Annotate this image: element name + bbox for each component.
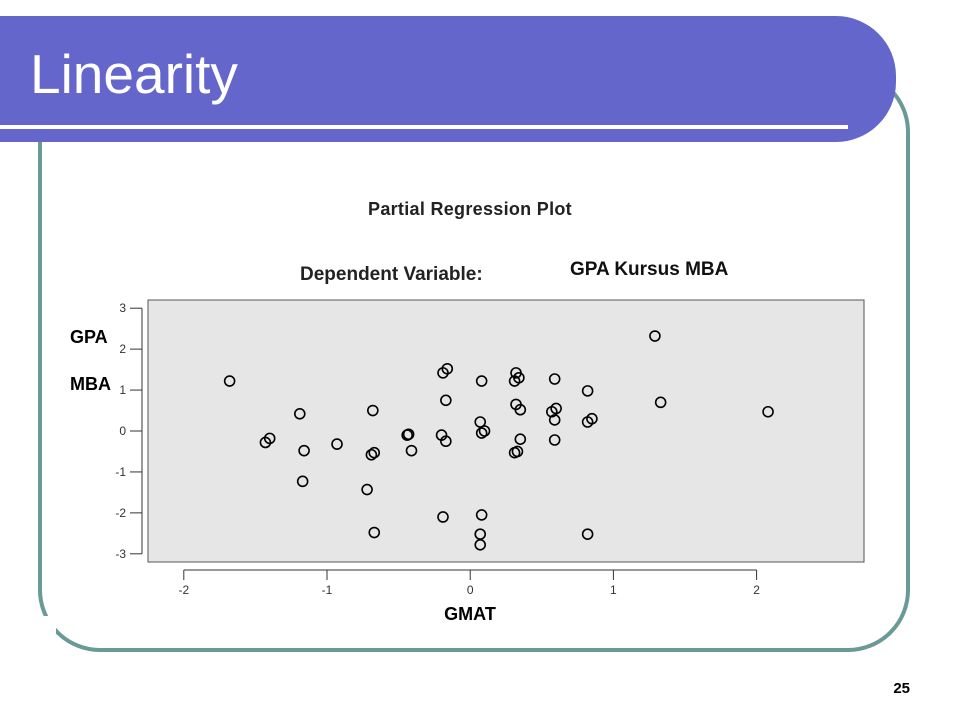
data-point xyxy=(550,402,562,415)
y-tick-label: 3 xyxy=(119,301,126,315)
data-point xyxy=(474,416,487,428)
data-point xyxy=(654,396,667,409)
data-point xyxy=(440,394,452,407)
data-point xyxy=(649,330,661,342)
data-point xyxy=(475,509,488,521)
data-point xyxy=(548,434,561,446)
data-point xyxy=(263,432,276,445)
data-point xyxy=(548,373,561,385)
data-point xyxy=(475,427,488,439)
x-tick-label: 2 xyxy=(753,583,760,597)
data-point xyxy=(511,445,524,458)
data-point xyxy=(331,438,343,450)
data-point xyxy=(441,362,454,375)
data-point xyxy=(223,375,236,387)
x-axis-label: GMAT xyxy=(444,604,496,624)
chart-title: Partial Regression Plot xyxy=(368,199,572,219)
title-underline xyxy=(0,125,848,129)
frame-notch xyxy=(30,616,56,636)
plot-area xyxy=(147,299,865,563)
data-point xyxy=(762,405,774,418)
data-point xyxy=(548,414,561,426)
x-tick-label: 1 xyxy=(610,583,617,597)
data-point xyxy=(474,539,487,551)
y-tick-label: -3 xyxy=(115,547,126,561)
y-axis-label: GPA MBA xyxy=(70,327,111,394)
data-point xyxy=(298,444,310,457)
x-tick-label: 0 xyxy=(467,583,474,597)
slide-title: Linearity xyxy=(30,43,238,105)
data-point xyxy=(405,444,418,457)
data-point xyxy=(514,403,527,416)
dependent-variable-value: GPA Kursus MBA xyxy=(560,256,788,284)
x-tick-label: -2 xyxy=(178,583,189,597)
data-point xyxy=(440,435,452,448)
x-tick-label: -1 xyxy=(322,583,333,597)
page-number: 25 xyxy=(893,680,910,697)
y-tick-label: -2 xyxy=(115,506,126,520)
data-point xyxy=(293,408,306,420)
y-tick-label: -1 xyxy=(115,465,126,479)
data-point xyxy=(367,404,379,417)
dependent-variable-label: Dependent Variable: xyxy=(300,264,483,285)
data-point xyxy=(368,446,381,459)
y-tick-label: 0 xyxy=(119,424,126,438)
data-point xyxy=(514,433,527,445)
data-point xyxy=(478,425,491,437)
data-point xyxy=(402,428,415,441)
title-bar xyxy=(0,16,896,142)
data-point xyxy=(361,483,373,496)
data-point xyxy=(581,528,594,540)
data-point xyxy=(296,475,309,488)
data-point xyxy=(368,526,381,539)
data-point xyxy=(475,375,488,387)
data-point xyxy=(581,385,594,397)
data-point xyxy=(586,412,598,425)
data-point xyxy=(365,448,378,461)
data-point xyxy=(513,371,525,384)
y-tick-label: 2 xyxy=(119,342,126,356)
y-tick-label: 1 xyxy=(119,383,126,397)
data-point xyxy=(437,511,449,523)
